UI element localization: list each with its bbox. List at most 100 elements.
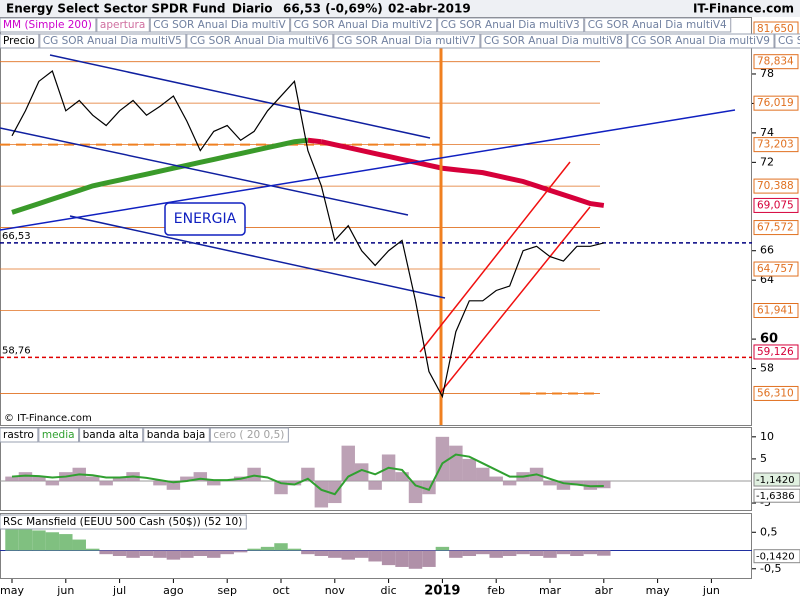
rs-bar: [328, 550, 342, 558]
value-label: -0,1420: [756, 552, 795, 563]
osc-bar: [489, 476, 503, 481]
osc-panel: [0, 427, 752, 511]
legend-entry[interactable]: CG SOR Anual Dia multiV7: [337, 35, 476, 47]
osc-bar: [247, 467, 261, 481]
osc-bar: [32, 476, 46, 481]
rs-bar: [476, 550, 490, 555]
osc-bar: [112, 476, 127, 481]
rs-bar: [139, 550, 154, 556]
legend-box: [437, 17, 585, 33]
brand: IT-Finance.com: [693, 2, 794, 16]
rs-bar: [341, 550, 355, 560]
level-label: 70,388: [757, 180, 794, 192]
rs-bar: [597, 550, 611, 556]
level-label: 67,572: [757, 222, 794, 234]
level-box: [753, 54, 799, 70]
rs-bar: [220, 550, 234, 555]
rs-bar: [489, 550, 503, 558]
x-tick-label: jun: [702, 584, 720, 597]
value-label: -1,6386: [756, 491, 795, 502]
y-tick-label: 78: [760, 67, 774, 80]
rs-bar: [59, 534, 73, 551]
rs-bar: [529, 550, 544, 556]
legend-entry[interactable]: cero ( 20 0,5): [213, 429, 284, 441]
date: 02-abr-2019: [388, 2, 471, 16]
x-tick-label: abr: [595, 584, 614, 597]
rs-bar: [5, 528, 19, 551]
main-panel: [0, 17, 752, 426]
rs-bar: [570, 550, 584, 556]
level-box: [753, 137, 799, 153]
period: Diario: [232, 2, 272, 16]
legend-entry[interactable]: banda baja: [147, 429, 206, 441]
legend-entry[interactable]: apertura: [100, 19, 145, 31]
channel-line: [439, 206, 591, 394]
legend-entry[interactable]: banda alta: [83, 429, 139, 441]
legend-entry[interactable]: RSc Mansfield (EEUU 500 Cash (50$)) (52 …: [3, 516, 242, 528]
x-tick-label: nov: [325, 584, 346, 597]
level-label: 81,650: [757, 23, 794, 35]
legend-entry[interactable]: CG SOR Anual Dia multiV9: [631, 35, 770, 47]
rs-panel: [0, 513, 752, 579]
legend-entry[interactable]: Precio: [3, 35, 35, 47]
rs-bar: [287, 548, 302, 551]
level-box: [753, 303, 799, 319]
rs-bar: [314, 550, 329, 556]
osc-bar: [462, 458, 477, 481]
y-tick-label: 66: [760, 244, 774, 257]
legend-entry[interactable]: CG SOR Anual Dia multiV6: [190, 35, 329, 47]
legend-entry[interactable]: CG SOR Anual Dia multiV8: [484, 35, 623, 47]
level-box: [753, 344, 799, 360]
rs-bar: [247, 548, 261, 551]
rs-bar: [422, 550, 436, 567]
hline-label: 66,53: [2, 231, 31, 242]
legend-entry[interactable]: CG SOR Anual Dia: [778, 35, 800, 47]
legend-box: [0, 33, 40, 49]
x-tick-label: feb: [487, 584, 505, 597]
rs-bar: [301, 550, 315, 555]
y-tick-label: 60: [760, 332, 778, 347]
legend-entry[interactable]: media: [42, 429, 75, 441]
legend-entry[interactable]: CG SOR Anual Dia multiV3: [441, 19, 580, 31]
legend-box: [96, 17, 150, 33]
legend-box: [79, 427, 144, 443]
legend-entry[interactable]: rastro: [3, 429, 34, 441]
legend-box: [774, 33, 800, 49]
legend-entry[interactable]: CG SOR Anual Dia multiV5: [43, 35, 182, 47]
rs-bar: [180, 550, 194, 558]
rs-bar: [408, 550, 423, 569]
annotation-box: [164, 202, 246, 236]
media-line: [11, 453, 604, 496]
level-label: 73,203: [757, 139, 794, 151]
legend-entry[interactable]: CG SOR Anual Dia multiV4: [588, 19, 727, 31]
y-tick-label: 58: [760, 362, 774, 375]
value-box: [753, 549, 800, 564]
osc-bar: [207, 480, 221, 486]
osc-bar: [193, 472, 208, 481]
rs-bar: [583, 550, 598, 555]
legend-entry[interactable]: CG SOR Anual Dia multiV2: [294, 19, 433, 31]
osc-bar: [368, 480, 382, 490]
level-box: [753, 95, 799, 111]
legend-entry[interactable]: CG SOR Anual Dia multiV: [153, 19, 286, 31]
level-label: 59,126: [757, 346, 794, 358]
legend-box: [143, 427, 210, 443]
level-label: 64,757: [757, 263, 794, 275]
rs-bar: [193, 550, 208, 556]
rs-bar: [274, 543, 288, 551]
level-box: [753, 220, 799, 236]
level-label: 56,310: [757, 387, 794, 399]
rs-bar: [449, 550, 463, 558]
level-box: [753, 261, 799, 277]
legend-entry[interactable]: MM (Simple 200): [3, 19, 92, 31]
osc-bar: [99, 480, 113, 486]
rs-bar: [99, 550, 113, 555]
level-box: [753, 385, 799, 401]
x-tick-label: dic: [381, 584, 397, 597]
legend-box: [39, 33, 187, 49]
value-box: [753, 488, 800, 503]
legend-box: [0, 514, 247, 530]
rs-bar: [153, 550, 167, 558]
